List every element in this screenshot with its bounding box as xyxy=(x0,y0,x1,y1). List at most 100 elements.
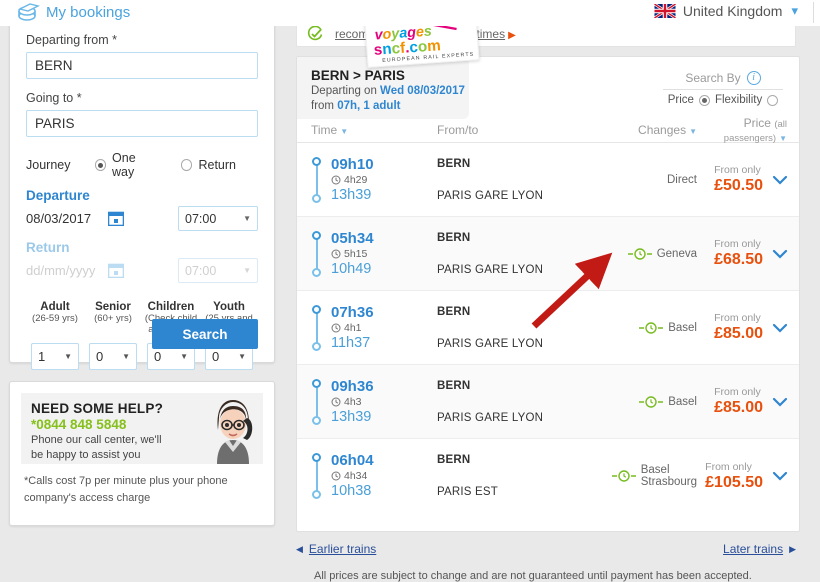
help-note-line2: company's access charge xyxy=(24,492,151,504)
results-table-header: Time ▼ From/to Changes ▼ Price (all passen… xyxy=(297,116,799,144)
arrow-right-icon: ▶ xyxy=(508,30,516,41)
my-bookings-label: My bookings xyxy=(46,3,131,21)
price-value: £85.00 xyxy=(714,325,763,342)
going-to-input[interactable] xyxy=(26,110,258,137)
return-label[interactable]: Return xyxy=(198,158,236,172)
change-stop-icon xyxy=(639,395,664,408)
later-trains-group[interactable]: Later trains ▶ xyxy=(723,542,800,556)
sort-price-label[interactable]: Price xyxy=(667,94,694,106)
adult-count-value: 1 xyxy=(38,349,46,364)
row-price-cell[interactable]: From only £85.00 xyxy=(697,386,799,417)
svg-text:voyages: voyages xyxy=(374,24,432,44)
row-changes-cell: Basel xyxy=(605,396,697,408)
column-header-time[interactable]: Time ▼ xyxy=(311,123,437,137)
destination-station: PARIS GARE LYON xyxy=(437,411,544,424)
later-trains-link[interactable]: Later trains xyxy=(723,542,784,556)
row-price-cell[interactable]: From only £50.50 xyxy=(697,164,799,195)
row-time-cell: 09h10 4h29 13h39 xyxy=(311,156,437,204)
info-icon[interactable]: i xyxy=(746,71,761,85)
radio-one-way[interactable] xyxy=(94,159,107,171)
radio-sort-price[interactable] xyxy=(698,94,710,106)
radio-return[interactable] xyxy=(180,159,193,171)
expand-chevron-icon[interactable] xyxy=(771,469,789,483)
departing-from-input[interactable] xyxy=(26,52,258,79)
column-header-changes[interactable]: Changes ▼ xyxy=(605,123,697,137)
passenger-sub-senior: (60+ yrs) xyxy=(94,313,132,324)
return-time-select[interactable]: 07:00 ▼ xyxy=(178,258,258,283)
row-time-cell: 07h36 4h1 11h37 xyxy=(311,304,437,352)
chevron-down-icon[interactable]: ▾ xyxy=(791,3,798,18)
row-fromto-cell: BERN PARIS GARE LYON xyxy=(437,230,605,278)
row-fromto-cell: BERN PARIS EST xyxy=(437,452,605,500)
earlier-trains-group[interactable]: ◀ Earlier trains xyxy=(296,542,376,556)
journey-title: BERN > PARIS xyxy=(311,68,405,83)
expand-chevron-icon[interactable] xyxy=(771,247,789,261)
change-stop-icon xyxy=(627,247,652,260)
help-note-line1: *Calls cost 7p per minute plus your phon… xyxy=(24,475,228,487)
table-row[interactable]: 09h36 4h3 13h39 BERN PARIS GARE LYON xyxy=(297,365,799,439)
chevron-down-icon: ▼ xyxy=(243,266,251,275)
duration-value: 5h15 xyxy=(344,247,368,260)
help-box: NEED SOME HELP? *0844 848 5848 Phone our… xyxy=(21,393,263,464)
row-time-cell: 09h36 4h3 13h39 xyxy=(311,378,437,426)
calendar-icon[interactable] xyxy=(108,211,124,226)
clock-icon xyxy=(331,249,341,258)
destination-station: PARIS GARE LYON xyxy=(437,337,544,350)
duration-value: 4h3 xyxy=(344,395,362,408)
destination-station: PARIS EST xyxy=(437,486,499,498)
return-date-placeholder[interactable]: dd/mm/yyyy xyxy=(26,263,96,278)
column-header-price[interactable]: Price (all passengers) ▼ xyxy=(697,116,799,144)
chevron-down-icon: ▼ xyxy=(64,352,72,361)
departure-date-value[interactable]: 08/03/2017 xyxy=(26,211,92,226)
expand-chevron-icon[interactable] xyxy=(771,321,789,335)
departure-time-select[interactable]: 07:00 ▼ xyxy=(178,206,258,231)
passenger-name-senior: Senior xyxy=(95,301,131,313)
row-price-cell[interactable]: From only £105.50 xyxy=(697,461,799,492)
departing-prefix: Departing on xyxy=(311,85,381,97)
search-by-header: Search By i xyxy=(663,71,783,85)
row-fromto-cell: BERN PARIS GARE LYON xyxy=(437,304,605,352)
country-selector[interactable]: United Kingdom ▾ xyxy=(653,3,798,19)
help-text-line1: Phone our call center, we'll xyxy=(31,434,162,446)
table-row[interactable]: 05h34 5h15 10h49 BERN PARIS GARE LYON xyxy=(297,217,799,291)
help-phone: *0844 848 5848 xyxy=(31,417,127,432)
row-changes-cell: Basel xyxy=(605,322,697,334)
destination-station: PARIS GARE LYON xyxy=(437,263,544,276)
radio-sort-flexibility[interactable] xyxy=(767,94,779,106)
one-way-label[interactable]: One way xyxy=(112,151,136,179)
origin-station: BERN xyxy=(437,157,471,170)
earlier-trains-link[interactable]: Earlier trains xyxy=(308,542,377,556)
row-price-cell[interactable]: From only £68.50 xyxy=(697,238,799,269)
duration: 4h1 xyxy=(331,321,374,335)
my-bookings-link[interactable]: My bookings xyxy=(14,2,130,22)
change-stop-icon xyxy=(639,321,664,334)
adult-count-select[interactable]: 1 ▼ xyxy=(31,343,79,370)
senior-count-select[interactable]: 0 ▼ xyxy=(89,343,137,370)
bookings-icon xyxy=(17,3,40,21)
help-panel: NEED SOME HELP? *0844 848 5848 Phone our… xyxy=(9,381,275,526)
table-row[interactable]: 09h10 4h29 13h39 BERN PARIS GARE LYON Di… xyxy=(297,143,799,217)
expand-chevron-icon[interactable] xyxy=(771,395,789,409)
changes-label: Geneva xyxy=(656,247,697,260)
departure-section-label: Departure xyxy=(26,188,90,203)
price-value: £50.50 xyxy=(714,177,763,194)
call-agent-avatar xyxy=(217,400,253,464)
country-label: United Kingdom xyxy=(682,3,783,19)
children-sub-pre: (Check child xyxy=(145,313,197,324)
logo-graphic: voyages sncf.com EUROPEAN RAIL EXPERTS xyxy=(373,24,474,64)
row-time-cell: 05h34 5h15 10h49 xyxy=(311,230,437,278)
row-fromto-cell: BERN PARIS GARE LYON xyxy=(437,378,605,426)
departure-time: 06h04 xyxy=(331,452,374,469)
calendar-icon-return[interactable] xyxy=(108,263,124,278)
sort-flexibility-label[interactable]: Flexibility xyxy=(714,94,763,106)
column-label-time: Time xyxy=(311,122,338,137)
table-row[interactable]: 07h36 4h1 11h37 BERN PARIS GARE LYON xyxy=(297,291,799,365)
expand-chevron-icon[interactable] xyxy=(771,173,789,187)
passenger-header-adult: Adult (26-59 yrs) xyxy=(26,301,84,335)
table-row[interactable]: 06h04 4h34 10h38 BERN PARIS EST xyxy=(297,439,799,513)
search-button[interactable]: Search xyxy=(152,319,258,349)
help-title: NEED SOME HELP? xyxy=(31,401,164,416)
journey-timeline-icon xyxy=(311,378,323,426)
price-prefix: From only xyxy=(705,460,752,473)
row-price-cell[interactable]: From only £85.00 xyxy=(697,312,799,343)
